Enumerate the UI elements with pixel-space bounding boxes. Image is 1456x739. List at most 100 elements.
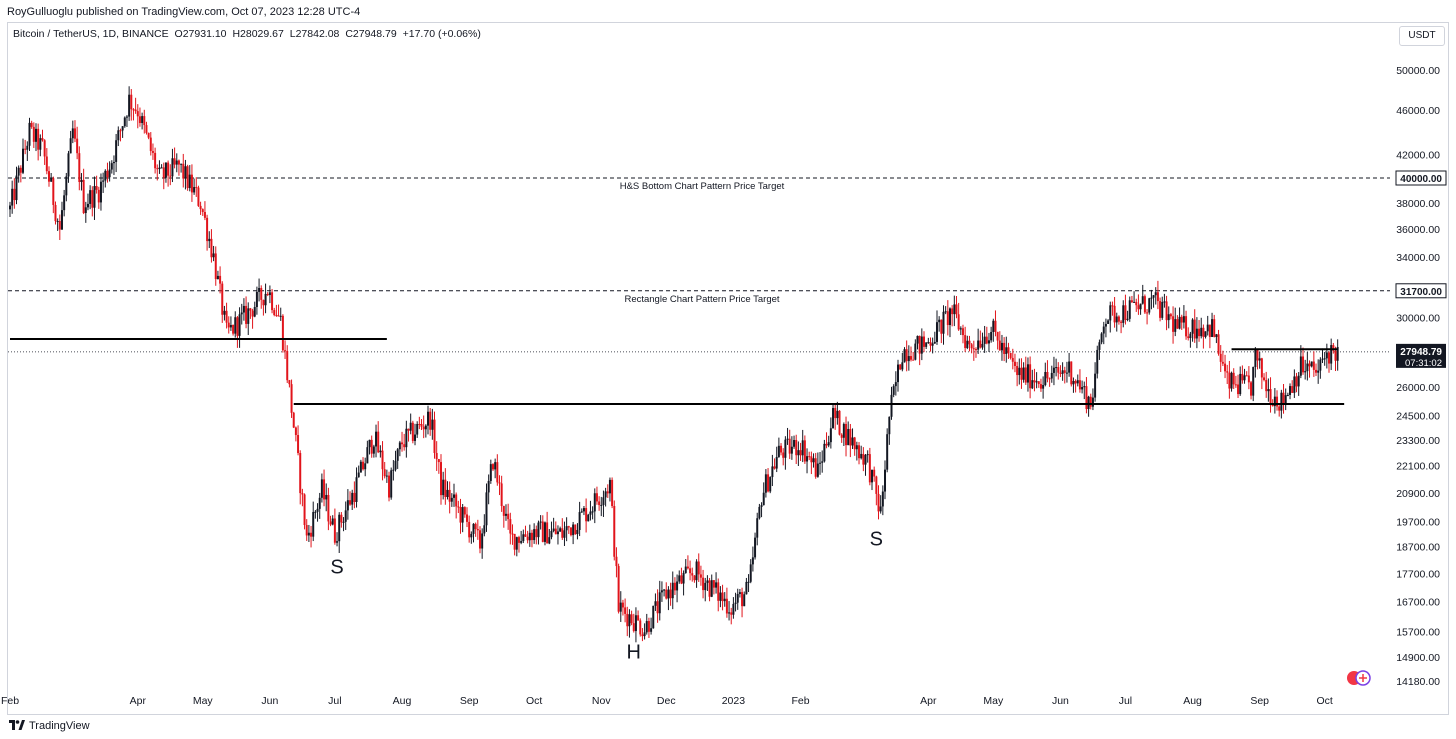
ohlc-close: C27948.79 xyxy=(345,28,397,40)
candle-body xyxy=(1191,319,1194,334)
candle-body xyxy=(745,581,748,595)
candle-body xyxy=(569,527,572,536)
candle-body xyxy=(30,122,33,127)
candle-body xyxy=(712,580,715,588)
candle-body xyxy=(17,167,20,176)
candle-body xyxy=(905,349,908,362)
candle-body xyxy=(970,344,973,349)
candle-body xyxy=(602,497,605,505)
candle-body xyxy=(247,308,250,324)
candle-body xyxy=(1016,366,1019,376)
candle-body xyxy=(225,310,228,323)
candle-body xyxy=(182,163,185,179)
price-tick-label: 23300.00 xyxy=(1396,435,1440,447)
candle-body xyxy=(715,582,718,588)
candle-body xyxy=(249,308,252,311)
candle-body xyxy=(747,581,750,583)
candle-body xyxy=(1252,367,1255,396)
candle-body xyxy=(1165,301,1168,321)
candle-body xyxy=(1048,378,1051,380)
candle-body xyxy=(897,364,900,383)
candle-body xyxy=(998,340,1001,351)
candle-body xyxy=(884,469,887,492)
candle-body xyxy=(1163,301,1166,303)
candle-body xyxy=(574,524,577,535)
candle-body xyxy=(948,308,951,326)
candle-body xyxy=(1100,333,1103,343)
candle-body xyxy=(1258,358,1261,361)
candle-body xyxy=(764,474,767,493)
candle-body xyxy=(494,462,497,470)
candle-body xyxy=(284,350,287,352)
candle-body xyxy=(37,128,40,150)
candle-body xyxy=(1269,389,1272,404)
candle-body xyxy=(821,461,824,463)
footer[interactable]: TradingView xyxy=(9,718,90,734)
candle-body xyxy=(188,174,191,189)
tradingview-badge-icon[interactable] xyxy=(1346,670,1372,686)
candle-body xyxy=(771,466,774,478)
candle-body xyxy=(1005,347,1008,354)
tradingview-logo-icon xyxy=(9,720,25,730)
candle-body xyxy=(1211,319,1214,337)
price-tick-label: 14180.00 xyxy=(1396,676,1440,688)
candle-body xyxy=(888,416,891,435)
candle-body xyxy=(790,446,793,454)
candle-body xyxy=(377,431,380,453)
candle-body xyxy=(465,514,468,522)
candle-body xyxy=(576,529,579,535)
time-tick-label: May xyxy=(193,695,214,707)
candle-body xyxy=(912,359,915,361)
candle-body xyxy=(240,312,243,315)
candle-body xyxy=(297,435,300,454)
candle-body xyxy=(147,132,150,138)
price-tick-label: 14900.00 xyxy=(1396,652,1440,664)
candle-body xyxy=(1035,381,1038,383)
candle-body xyxy=(472,523,475,534)
candle-body xyxy=(667,589,670,599)
candle-body xyxy=(1076,380,1079,384)
candle-body xyxy=(214,253,217,280)
candle-body xyxy=(630,614,633,624)
candle-body xyxy=(1052,367,1055,373)
candle-body xyxy=(760,505,763,507)
candle-body xyxy=(180,163,183,165)
candle-body xyxy=(892,386,895,395)
candle-body xyxy=(1250,382,1253,396)
candle-body xyxy=(806,456,809,462)
price-tick-label: 50000.00 xyxy=(1396,65,1440,77)
candle-body xyxy=(678,575,681,582)
candle-body xyxy=(1230,372,1233,389)
candle-body xyxy=(1141,296,1144,304)
candle-body xyxy=(167,162,170,176)
candle-body xyxy=(78,153,81,183)
time-axis[interactable]: Feb Apr May Jun Jul Aug Sep Oct Nov Dec 2023 Feb Apr… xyxy=(1,695,1333,707)
candle-body xyxy=(847,428,850,446)
candle-body xyxy=(13,188,16,201)
candle-body xyxy=(546,522,549,544)
price-axis[interactable]: 50000.00 46000.00 42000.00 38000.00 36000.00… xyxy=(1396,65,1440,688)
candle-body xyxy=(186,166,189,189)
candle-body xyxy=(749,564,752,582)
candle-body xyxy=(342,521,345,523)
candle-body xyxy=(799,450,802,456)
currency-button[interactable]: USDT xyxy=(1399,26,1445,46)
candle-body xyxy=(154,152,157,169)
candle-body xyxy=(780,445,783,453)
candle-body xyxy=(50,178,53,182)
candle-body xyxy=(208,238,211,242)
symbol-legend[interactable]: Bitcoin / TetherUS, 1D, BINANCE O27931.1… xyxy=(13,28,484,40)
horizontal-levels: H&S Bottom Chart Pattern Price Target Rec… xyxy=(8,177,1390,353)
candle-body xyxy=(481,533,484,549)
candle-body xyxy=(823,443,826,462)
candle-body xyxy=(110,163,113,170)
candle-body xyxy=(392,469,395,471)
candle-body xyxy=(561,528,564,538)
candle-body xyxy=(1135,301,1138,306)
candle-body xyxy=(966,340,969,348)
candle-body xyxy=(1146,312,1149,314)
candle-body xyxy=(758,506,761,519)
candle-body xyxy=(1026,364,1029,383)
candle-body xyxy=(1091,397,1094,407)
